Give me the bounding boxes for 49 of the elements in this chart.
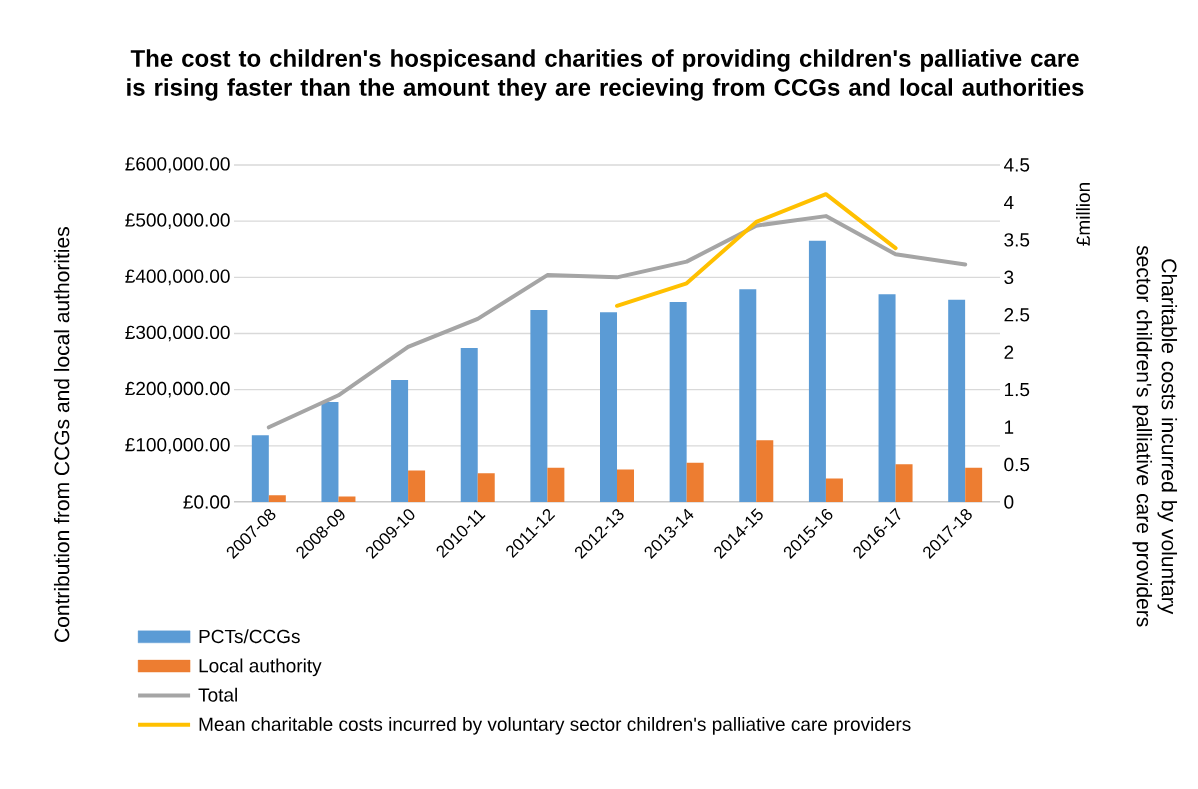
- y2-tick-label: 3: [1004, 270, 1014, 285]
- text: £million: [1076, 183, 1090, 246]
- y-tick-label: £0.00: [183, 495, 230, 509]
- y-tick-label: £400,000.00: [125, 269, 230, 286]
- bar: [530, 309, 548, 502]
- bar: [878, 294, 896, 502]
- y-axis-title: Contribution from CCGs and local authorities: [53, 227, 70, 642]
- bar: [391, 380, 409, 502]
- y-tick-label: £600,000.00: [125, 157, 230, 173]
- legend-label: Mean charitable costs incurred by voluntary sector children's palliative care providers: [199, 717, 911, 735]
- legend-label: Total: [198, 687, 237, 702]
- y2-tick-label: 3.5: [1004, 233, 1030, 247]
- bar: [756, 440, 774, 502]
- bar: [338, 496, 356, 502]
- legend-label: PCTs/CCGs: [199, 629, 300, 644]
- line-series: [615, 192, 898, 308]
- bar: [251, 435, 269, 502]
- bar: [477, 473, 495, 502]
- y2-tick-label: 0.5: [1004, 457, 1030, 472]
- bar: [617, 469, 635, 502]
- y-tick-label: £100,000.00: [125, 437, 230, 454]
- chart-title: The cost to children's hospicesand charities of providing children's palliative care is rising faster than the amount they are recieving from CCGs and local authorities: [127, 49, 1084, 101]
- y2-tick-label: 1: [1005, 420, 1014, 434]
- bar: [408, 470, 426, 502]
- y2-tick-label: 0: [1004, 495, 1014, 509]
- y-tick-label: £500,000.00: [125, 213, 230, 230]
- y2-tick-label: 4: [1003, 195, 1014, 209]
- y-tick-label: £200,000.00: [125, 381, 230, 398]
- bar: [268, 495, 286, 502]
- bar: [600, 312, 618, 502]
- bar: [948, 299, 966, 502]
- legend-label: Local authority: [199, 658, 322, 677]
- bar: [895, 464, 913, 502]
- y2-axis-title: Charitable costs incurred by voluntary sector children's palliative care providers: [1132, 245, 1178, 627]
- bar: [808, 240, 826, 502]
- bar: [669, 302, 687, 502]
- bar: [686, 462, 704, 502]
- y2-tick-label: 2: [1004, 345, 1014, 359]
- bar: [739, 289, 757, 502]
- bar: [460, 348, 478, 502]
- line-series: [266, 214, 968, 430]
- bar: [965, 467, 983, 502]
- bar: [547, 467, 565, 502]
- y2-tick-label: 1.5: [1005, 383, 1030, 397]
- bar: [825, 478, 843, 502]
- y2-tick-label: 4.5: [1003, 158, 1030, 172]
- y-tick-label: £300,000.00: [125, 325, 230, 342]
- y2-tick-label: 2.5: [1004, 308, 1030, 322]
- bar: [321, 402, 339, 502]
